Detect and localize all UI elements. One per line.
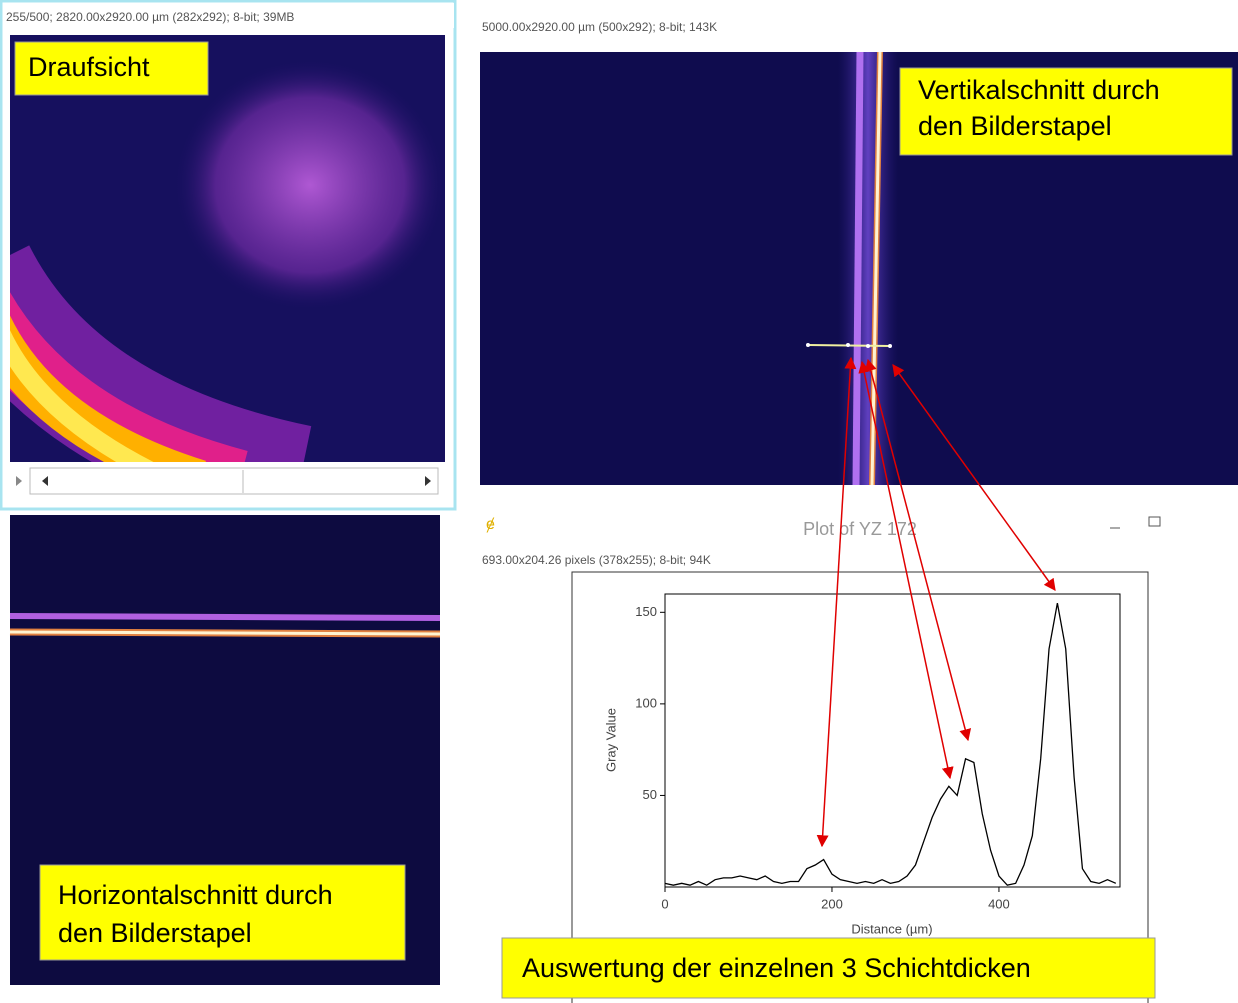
label: Horizontalschnitt durch [58, 880, 333, 910]
page: 255/500; 2820.00x2920.00 µm (282x292); 8… [0, 0, 1238, 1003]
x-axis-label: Distance (µm) [851, 921, 932, 936]
screen: 255/500; 2820.00x2920.00 µm (282x292); 8… [0, 0, 1238, 1003]
caption: Auswertung der einzelnen 3 Schichtdicken [522, 953, 1031, 983]
x-tick-label: 400 [988, 896, 1010, 911]
y-tick-label: 150 [635, 604, 657, 619]
y-tick-label: 100 [635, 695, 657, 710]
window-title: Plot of YZ 172 [803, 519, 917, 539]
y-axis-label: Gray Value [603, 708, 618, 772]
image-info: 5000.00x2920.00 µm (500x292); 8-bit; 143… [482, 20, 717, 34]
image-info: 255/500; 2820.00x2920.00 µm (282x292); 8… [6, 10, 294, 24]
x-tick-label: 200 [821, 896, 843, 911]
label: Vertikalschnitt durch [918, 75, 1160, 105]
label: den Bilderstapel [58, 918, 252, 948]
app-icon: ɇ [486, 516, 495, 533]
label: den Bilderstapel [918, 111, 1112, 141]
label: Draufsicht [28, 52, 150, 82]
x-tick-label: 0 [661, 896, 668, 911]
maximize-button[interactable] [1149, 517, 1160, 526]
image-info: 693.00x204.26 pixels (378x255); 8-bit; 9… [482, 553, 711, 567]
y-tick-label: 50 [643, 787, 657, 802]
